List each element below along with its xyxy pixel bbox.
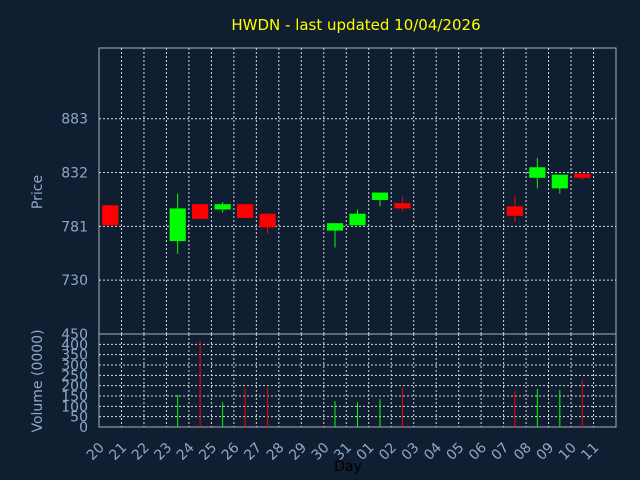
candle-body-23 <box>169 208 186 242</box>
volume-tick-label: 450 <box>61 327 88 343</box>
day-tick-label: 22 <box>129 440 153 464</box>
candle-body-08 <box>529 167 546 178</box>
volume-tick-label: 100 <box>61 399 88 415</box>
day-tick-label: 03 <box>399 440 423 464</box>
day-tick-label: 07 <box>489 440 513 464</box>
day-tick-label: 09 <box>533 440 557 464</box>
price-tick-label: 730 <box>61 273 88 289</box>
chart-title: HWDN - last updated 10/04/2026 <box>231 16 480 34</box>
day-tick-label: 10 <box>556 440 580 464</box>
day-tick-label: 29 <box>286 440 310 464</box>
day-tick-label: 02 <box>376 440 400 464</box>
price-axis-label: Price <box>30 175 46 209</box>
candle-body-30 <box>326 223 344 231</box>
day-tick-label: 21 <box>106 440 130 464</box>
volume-tick-label: 150 <box>61 389 88 405</box>
volume-axis-label: Volume (0000) <box>30 329 46 432</box>
day-tick-label: 25 <box>196 440 220 464</box>
candle-body-24 <box>192 204 209 219</box>
price-plot-frame <box>98 47 617 335</box>
day-tick-label: 05 <box>444 440 468 464</box>
day-axis-label: Day <box>334 459 362 475</box>
volume-tick-label: 350 <box>61 348 88 364</box>
day-tick-label: 04 <box>421 440 445 464</box>
day-tick-label: 11 <box>578 440 602 464</box>
price-tick-label: 883 <box>61 112 88 128</box>
price-tick-label: 832 <box>61 166 88 182</box>
candle-body-31 <box>349 213 366 226</box>
volume-tick-label: 0 <box>79 420 88 436</box>
volume-tick-label: 200 <box>61 379 88 395</box>
day-tick-label: 20 <box>84 440 108 464</box>
candle-body-02 <box>394 203 411 209</box>
candle-body-27 <box>259 213 276 228</box>
day-tick-label: 06 <box>466 440 490 464</box>
day-tick-label: 24 <box>174 440 198 464</box>
candle-body-09 <box>551 174 568 189</box>
day-tick-label: 08 <box>511 440 535 464</box>
day-tick-label: 26 <box>219 440 243 464</box>
volume-tick-label: 300 <box>61 358 88 374</box>
volume-tick-label: 250 <box>61 368 88 384</box>
candle-body-01 <box>371 192 389 200</box>
volume-tick-label: 400 <box>61 337 88 353</box>
price-tick-label: 781 <box>61 219 88 235</box>
candle-body-10 <box>574 173 591 178</box>
price-panel: 730 781 832 883 <box>61 47 617 335</box>
day-tick-label: 30 <box>309 440 333 464</box>
candle-body-26 <box>237 204 254 218</box>
volume-tick-label: 50 <box>70 410 88 426</box>
candle-body-25 <box>214 204 231 210</box>
day-tick-label: 23 <box>151 440 175 464</box>
day-tick-label: 27 <box>241 440 265 464</box>
day-tick-label: 28 <box>264 440 288 464</box>
candle-body-07 <box>506 206 523 216</box>
candle-body-20 <box>102 205 119 226</box>
day-axis: 2021222324252627282930310102030405060708… <box>84 440 602 464</box>
